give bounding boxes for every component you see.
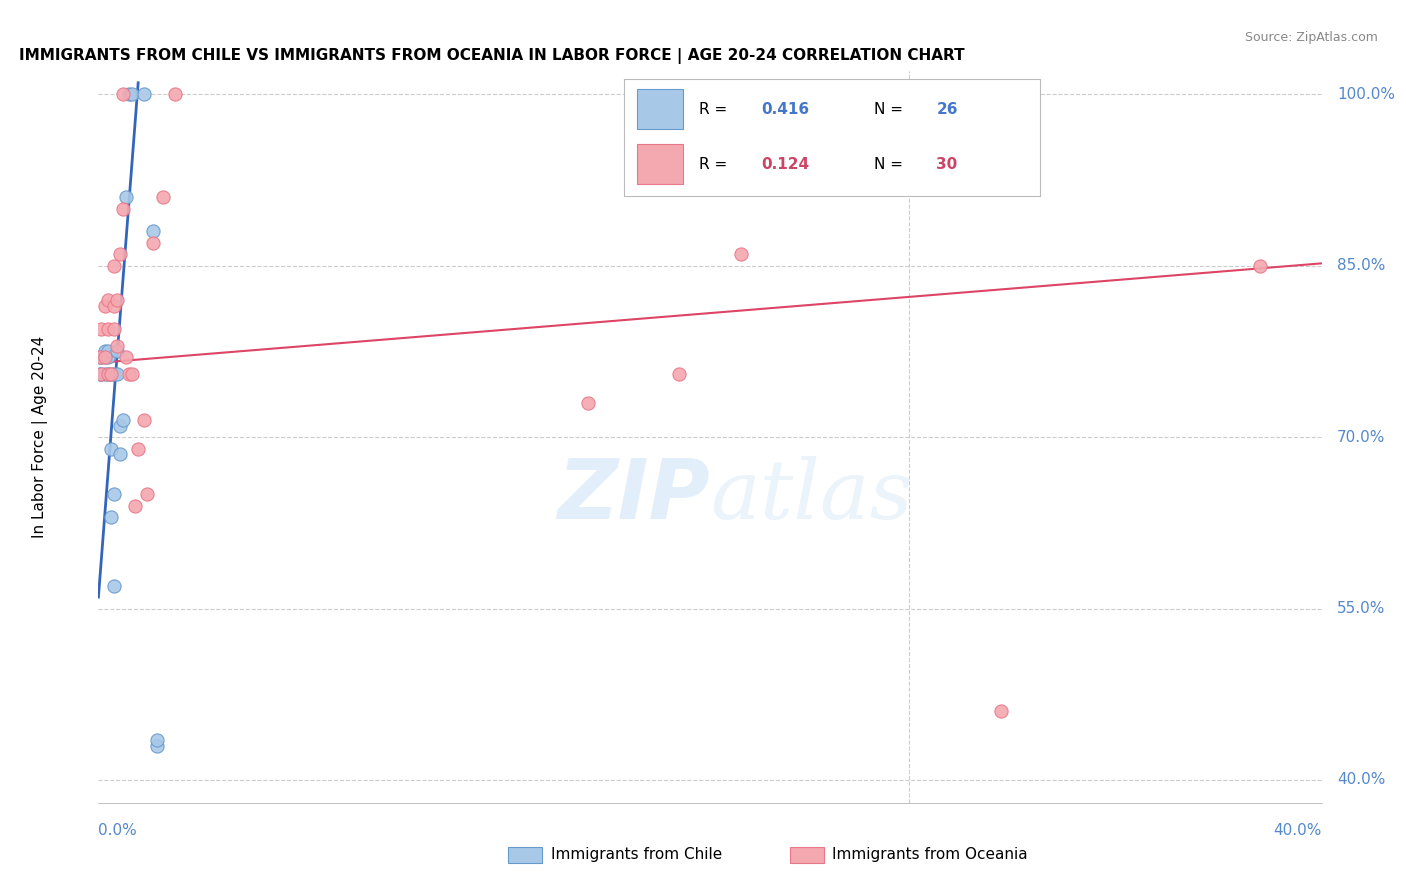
Point	[89, 350, 111, 364]
Point	[103, 259, 125, 273]
Text: 70.0%: 70.0%	[1337, 430, 1385, 444]
Point	[103, 487, 125, 501]
FancyBboxPatch shape	[508, 847, 543, 863]
Point	[108, 418, 131, 433]
Point	[118, 368, 141, 382]
Point	[105, 344, 128, 359]
Point	[100, 510, 122, 524]
Point	[152, 190, 174, 204]
Point	[103, 299, 125, 313]
Point	[100, 442, 122, 456]
Text: Immigrants from Oceania: Immigrants from Oceania	[832, 847, 1028, 862]
Point	[97, 350, 120, 364]
Point	[97, 321, 120, 335]
Point	[127, 442, 149, 456]
Text: 40.0%: 40.0%	[1337, 772, 1385, 788]
Point	[668, 368, 690, 382]
Point	[121, 368, 143, 382]
Point	[97, 368, 120, 382]
Text: ZIP: ZIP	[557, 455, 710, 536]
Point	[108, 447, 131, 461]
Point	[142, 235, 165, 250]
Point	[105, 368, 128, 382]
Point	[142, 224, 165, 238]
Point	[103, 368, 125, 382]
Point	[100, 368, 122, 382]
Point	[111, 87, 134, 102]
Point	[111, 202, 134, 216]
Point	[105, 293, 128, 307]
Point	[145, 739, 167, 753]
Point	[134, 87, 156, 102]
Point	[105, 338, 128, 352]
Point	[93, 350, 115, 364]
Point	[90, 368, 112, 382]
Point	[124, 499, 146, 513]
Point	[93, 344, 115, 359]
Text: Immigrants from Chile: Immigrants from Chile	[551, 847, 723, 862]
Point	[90, 321, 112, 335]
Point	[115, 350, 138, 364]
Point	[97, 344, 120, 359]
Point	[990, 705, 1012, 719]
Text: 40.0%: 40.0%	[1274, 823, 1322, 838]
Point	[136, 487, 159, 501]
Text: atlas: atlas	[710, 456, 912, 535]
Point	[93, 299, 115, 313]
Point	[100, 368, 122, 382]
FancyBboxPatch shape	[790, 847, 824, 863]
Point	[90, 368, 112, 382]
Text: 85.0%: 85.0%	[1337, 258, 1385, 273]
Text: 0.0%: 0.0%	[98, 823, 138, 838]
Point	[90, 350, 112, 364]
Point	[115, 190, 138, 204]
Point	[1249, 259, 1271, 273]
Point	[93, 350, 115, 364]
Point	[97, 368, 120, 382]
Text: 55.0%: 55.0%	[1337, 601, 1385, 616]
Point	[730, 247, 752, 261]
Point	[576, 396, 599, 410]
Point	[134, 413, 156, 427]
Point	[118, 87, 141, 102]
Point	[121, 87, 143, 102]
Point	[163, 87, 186, 102]
Text: Source: ZipAtlas.com: Source: ZipAtlas.com	[1244, 31, 1378, 45]
Text: IMMIGRANTS FROM CHILE VS IMMIGRANTS FROM OCEANIA IN LABOR FORCE | AGE 20-24 CORR: IMMIGRANTS FROM CHILE VS IMMIGRANTS FROM…	[18, 48, 965, 64]
Point	[103, 321, 125, 335]
Text: In Labor Force | Age 20-24: In Labor Force | Age 20-24	[32, 336, 48, 538]
Point	[111, 413, 134, 427]
Point	[145, 733, 167, 747]
Point	[89, 350, 111, 364]
Point	[103, 579, 125, 593]
Point	[97, 293, 120, 307]
Point	[93, 368, 115, 382]
Point	[89, 368, 111, 382]
Point	[108, 247, 131, 261]
Text: 100.0%: 100.0%	[1337, 87, 1395, 102]
